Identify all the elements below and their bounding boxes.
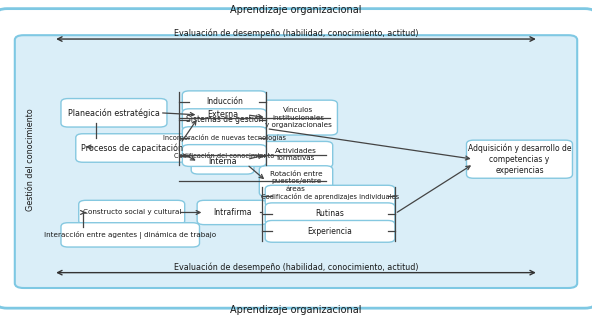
FancyBboxPatch shape xyxy=(259,100,337,135)
Text: Planeación estratégica: Planeación estratégica xyxy=(68,108,160,117)
Text: Constructo social y cultural: Constructo social y cultural xyxy=(82,210,181,215)
Text: Gestión del conocimiento: Gestión del conocimiento xyxy=(26,108,36,212)
FancyBboxPatch shape xyxy=(259,166,333,196)
FancyBboxPatch shape xyxy=(15,35,577,288)
Text: Codificación de aprendizajes individuales: Codificación de aprendizajes individuale… xyxy=(261,193,399,200)
Text: Adquisición y desarrollo de
competencias y
experiencias: Adquisición y desarrollo de competencias… xyxy=(468,143,571,175)
FancyBboxPatch shape xyxy=(182,109,266,131)
FancyBboxPatch shape xyxy=(265,203,395,225)
Text: Actividades
formativas: Actividades formativas xyxy=(275,148,317,161)
Text: Aprendizaje organizacional: Aprendizaje organizacional xyxy=(230,305,362,316)
Text: Interna: Interna xyxy=(208,157,237,166)
FancyBboxPatch shape xyxy=(182,127,266,148)
Text: Procesos de capacitación: Procesos de capacitación xyxy=(81,143,183,153)
FancyBboxPatch shape xyxy=(61,223,200,247)
Text: Inducción: Inducción xyxy=(206,97,243,106)
FancyBboxPatch shape xyxy=(259,141,333,168)
Text: Sistemas de gestión: Sistemas de gestión xyxy=(186,115,263,124)
FancyBboxPatch shape xyxy=(191,103,254,127)
FancyBboxPatch shape xyxy=(182,91,266,113)
FancyBboxPatch shape xyxy=(79,200,185,225)
Text: Evaluación de desempeño (habilidad, conocimiento, actitud): Evaluación de desempeño (habilidad, cono… xyxy=(173,262,419,272)
Text: Interacción entre agentes | dinámica de trabajo: Interacción entre agentes | dinámica de … xyxy=(44,231,216,239)
Text: Externa: Externa xyxy=(207,110,238,119)
Text: Experiencia: Experiencia xyxy=(308,227,352,236)
FancyBboxPatch shape xyxy=(0,9,592,308)
FancyBboxPatch shape xyxy=(197,200,268,225)
FancyBboxPatch shape xyxy=(61,99,167,127)
Text: Rutinas: Rutinas xyxy=(316,209,345,218)
Text: Vínculos
institucionales
y organizacionales: Vínculos institucionales y organizaciona… xyxy=(265,107,332,128)
Text: Rotación entre
puestos/entre
áreas: Rotación entre puestos/entre áreas xyxy=(270,171,322,192)
Text: Incorporación de nuevas tecnologías: Incorporación de nuevas tecnologías xyxy=(163,134,286,141)
FancyBboxPatch shape xyxy=(191,150,254,174)
Text: Intrafirma: Intrafirma xyxy=(213,208,252,217)
FancyBboxPatch shape xyxy=(182,145,266,166)
FancyBboxPatch shape xyxy=(265,220,395,242)
Text: Codificación del conocimiento: Codificación del conocimiento xyxy=(174,153,275,158)
Text: Evaluación de desempeño (habilidad, conocimiento, actitud): Evaluación de desempeño (habilidad, cono… xyxy=(173,28,419,38)
FancyBboxPatch shape xyxy=(265,185,395,207)
Text: Aprendizaje organizacional: Aprendizaje organizacional xyxy=(230,5,362,15)
FancyBboxPatch shape xyxy=(466,140,572,178)
FancyBboxPatch shape xyxy=(76,134,188,162)
